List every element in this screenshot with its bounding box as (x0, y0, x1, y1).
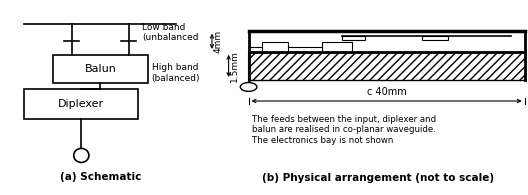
Text: 4mm: 4mm (214, 30, 223, 53)
Text: (a) Schematic: (a) Schematic (60, 172, 141, 182)
Bar (322, 42, 352, 52)
Bar (53, 55, 148, 83)
Bar (24, 89, 138, 119)
Bar (249, 52, 525, 80)
Circle shape (74, 148, 89, 162)
Circle shape (240, 83, 257, 91)
Bar (421, 36, 448, 40)
Text: c 40mm: c 40mm (367, 87, 407, 97)
Text: The feeds between the input, diplexer and
balun are realised in co-planar wavegu: The feeds between the input, diplexer an… (252, 115, 436, 145)
Text: Diplexer: Diplexer (58, 99, 105, 109)
Text: 1.5mm: 1.5mm (230, 50, 239, 82)
Text: High band
(balanced): High band (balanced) (152, 63, 200, 83)
Bar (342, 36, 365, 40)
Text: Balun: Balun (84, 64, 116, 74)
Text: (b) Physical arrangement (not to scale): (b) Physical arrangement (not to scale) (262, 174, 494, 183)
Text: Low band
(unbalanced: Low band (unbalanced (142, 23, 199, 42)
Bar (262, 42, 288, 52)
